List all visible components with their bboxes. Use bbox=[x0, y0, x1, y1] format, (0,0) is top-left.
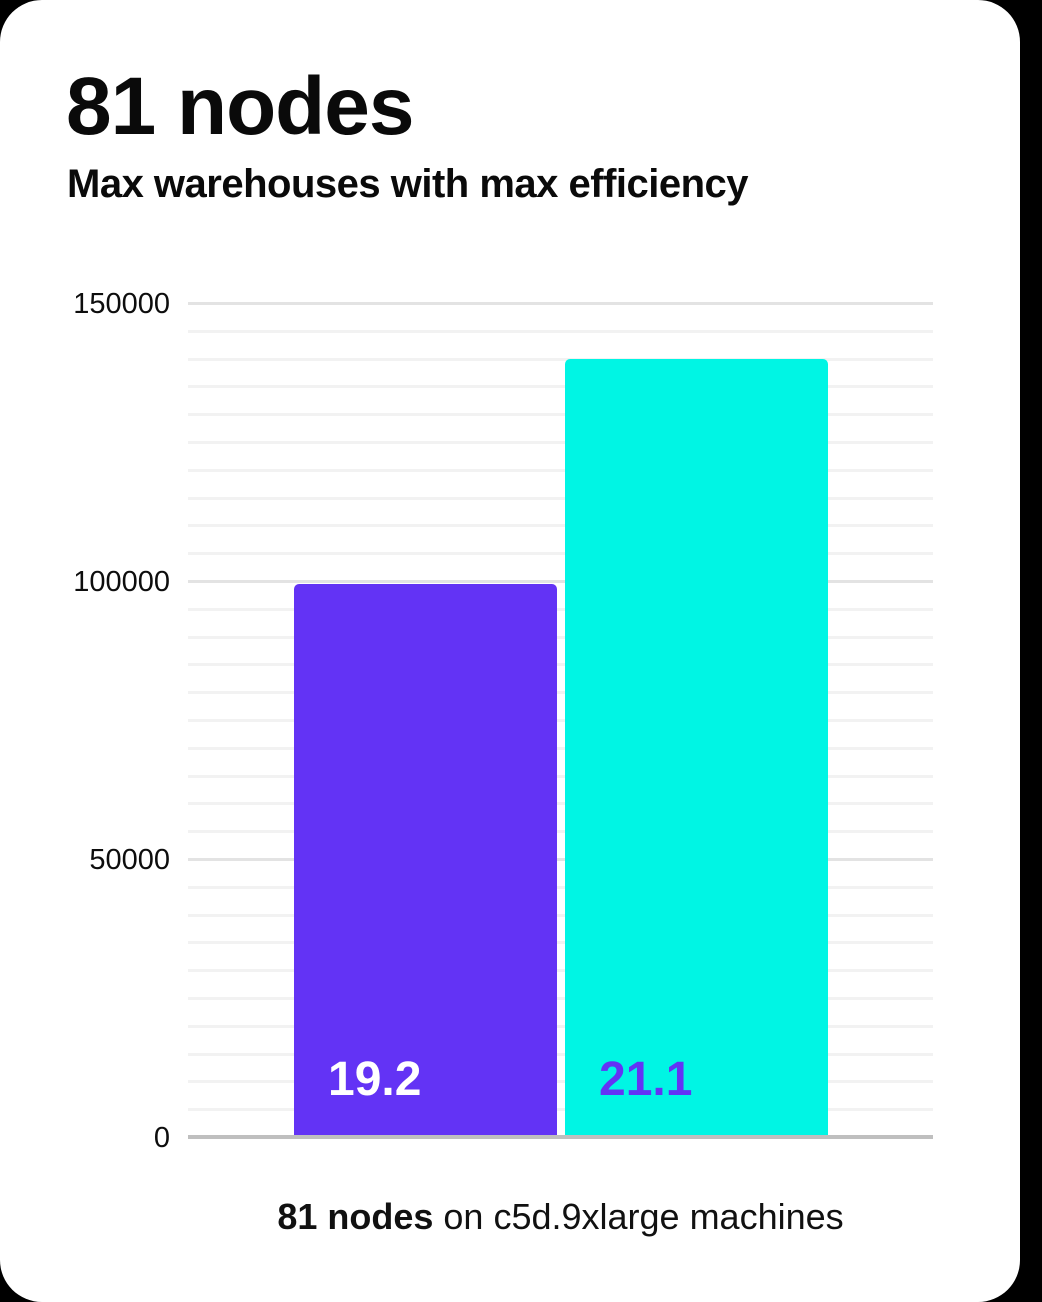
bar bbox=[294, 583, 557, 1137]
minor-gridline bbox=[188, 552, 933, 556]
caption-bold-text: 81 nodes bbox=[277, 1196, 434, 1237]
minor-gridline bbox=[188, 524, 933, 528]
chart-card: 81 nodes Max warehouses with max efficie… bbox=[0, 0, 1020, 1302]
bar-value-label: 19.2 bbox=[328, 1053, 422, 1106]
chart-title: 81 nodes bbox=[66, 61, 414, 152]
minor-gridline bbox=[188, 885, 933, 889]
minor-gridline bbox=[188, 1108, 933, 1112]
chart-subtitle: Max warehouses with max efficiency bbox=[67, 162, 749, 206]
minor-gridline bbox=[188, 774, 933, 778]
bar bbox=[565, 358, 828, 1137]
minor-gridline bbox=[188, 830, 933, 834]
minor-gridline bbox=[188, 468, 933, 472]
minor-gridline bbox=[188, 663, 933, 667]
minor-gridline bbox=[188, 607, 933, 611]
y-tick-label: 0 bbox=[153, 1122, 170, 1154]
major-gridline bbox=[188, 302, 933, 305]
minor-gridline bbox=[188, 1080, 933, 1084]
minor-gridline bbox=[188, 913, 933, 917]
y-tick-label: 150000 bbox=[73, 288, 170, 320]
minor-gridline bbox=[188, 719, 933, 722]
minor-gridline bbox=[188, 997, 933, 1000]
x-axis-line bbox=[188, 1135, 933, 1139]
minor-gridline bbox=[188, 1024, 933, 1028]
minor-gridline bbox=[188, 635, 933, 639]
minor-gridline bbox=[188, 802, 933, 806]
minor-gridline bbox=[188, 496, 933, 500]
minor-gridline bbox=[188, 441, 933, 444]
minor-gridline bbox=[188, 746, 933, 750]
caption-regular-text: on c5d.9xlarge machines bbox=[433, 1196, 844, 1237]
major-gridline bbox=[188, 858, 933, 861]
y-tick-label: 100000 bbox=[73, 566, 170, 598]
minor-gridline bbox=[188, 1052, 933, 1056]
minor-gridline bbox=[188, 691, 933, 695]
y-tick-label: 50000 bbox=[89, 844, 170, 876]
minor-gridline bbox=[188, 969, 933, 973]
minor-gridline bbox=[188, 357, 933, 361]
bar-value-label: 21.1 bbox=[599, 1053, 693, 1106]
minor-gridline bbox=[188, 329, 933, 333]
minor-gridline bbox=[188, 385, 933, 389]
chart-caption: 81 nodes on c5d.9xlarge machines bbox=[188, 1196, 933, 1238]
major-gridline bbox=[188, 580, 933, 583]
minor-gridline bbox=[188, 941, 933, 945]
minor-gridline bbox=[188, 413, 933, 417]
bar-chart: 0 50000 100000 150000 19.2 21.1 bbox=[73, 288, 933, 1154]
